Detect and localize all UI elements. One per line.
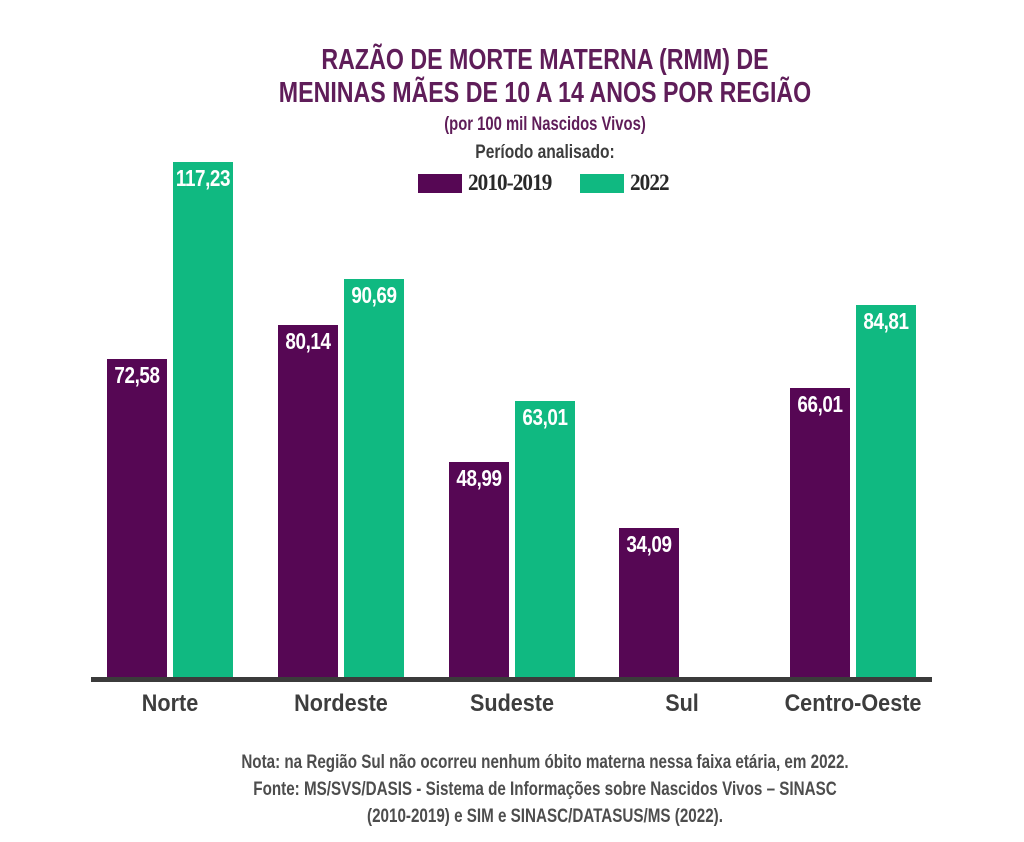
x-axis-label-sul: Sul [665,690,699,717]
bar-2022-centro-oeste: 84,81 [856,305,916,678]
chart-source-line2: (2010-2019) e SIM e SINASC/DATASUS/MS (2… [367,806,723,827]
chart-note: Nota: na Região Sul não ocorreu nenhum ó… [241,752,849,773]
bar-2010-2019-sul: 34,09 [619,528,679,678]
bar-2010-2019-centro-oeste: 66,01 [790,388,850,678]
bar-value-label: 117,23 [175,165,231,191]
chart-title-line1: RAZÃO DE MORTE MATERNA (RMM) DE [321,44,769,76]
legend-swatch-2010-2019 [417,173,462,193]
x-axis-line [91,677,932,682]
legend-label-2022: 2022 [630,170,670,195]
bar-value-label: 90,69 [351,282,397,308]
x-axis-label-nordeste: Nordeste [294,690,388,717]
chart-legend: Período analisado: 2010-2019 2022 [66,142,1024,196]
bar-value-label: 34,09 [626,531,672,557]
legend-label-2010-2019: 2010-2019 [467,170,552,195]
x-axis-label-centro-oeste: Centro-Oeste [784,690,922,717]
chart-header: RAZÃO DE MORTE MATERNA (RMM) DE MENINAS … [66,44,1024,137]
legend-row: 2010-2019 2022 [66,170,1024,196]
x-axis-label-sudeste: Sudeste [469,690,555,717]
bar-2010-2019-norte: 72,58 [107,359,167,678]
bar-value-label: 72,58 [114,362,160,388]
bar-2022-sudeste: 63,01 [515,401,575,678]
bar-value-label: 80,14 [285,328,331,354]
bar-2010-2019-nordeste: 80,14 [278,325,338,678]
chart-subtitle: (por 100 mil Nascidos Vivos) [444,114,646,135]
bar-value-label: 66,01 [797,391,843,417]
bar-2022-norte: 117,23 [173,162,233,678]
legend-swatch-2022 [580,173,625,193]
bar-value-label: 48,99 [456,465,502,491]
legend-heading: Período analisado: [475,142,615,163]
bar-2022-nordeste: 90,69 [344,279,404,678]
bar-2010-2019-sudeste: 48,99 [449,462,509,678]
bar-value-label: 63,01 [522,404,568,430]
chart-source-line1: Fonte: MS/SVS/DASIS - Sistema de Informa… [253,779,837,800]
x-axis-label-norte: Norte [141,690,199,717]
bar-value-label: 84,81 [863,308,909,334]
chart-title-line2: MENINAS MÃES DE 10 A 14 ANOS POR REGIÃO [278,77,812,109]
chart-footer: Nota: na Região Sul não ocorreu nenhum ó… [66,749,1024,830]
